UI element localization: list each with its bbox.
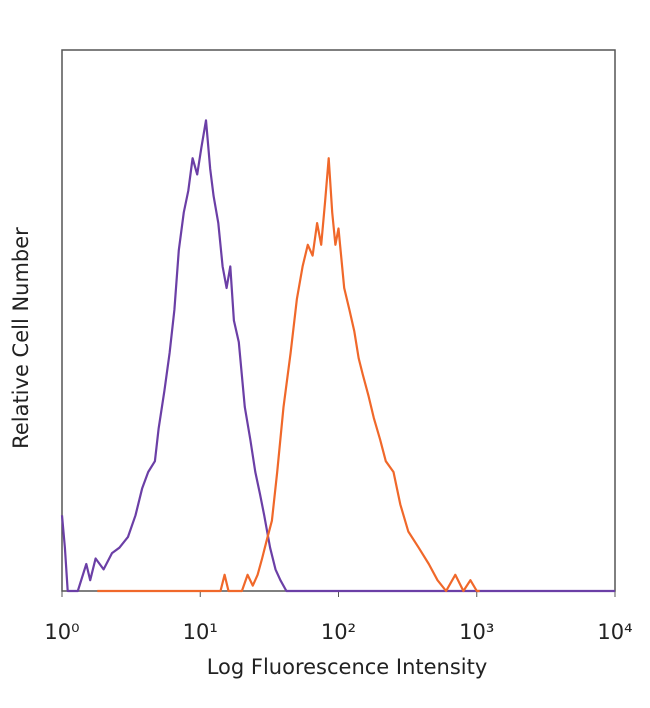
plot-frame — [61, 49, 616, 592]
histogram-line — [97, 157, 480, 593]
histogram-line — [60, 119, 615, 593]
y-axis-label: Relative Cell Number — [9, 227, 33, 449]
x-tick-label: 10⁰ — [44, 620, 79, 644]
x-axis-label: Log Fluorescence Intensity — [207, 655, 488, 679]
x-tick-label: 10² — [321, 620, 356, 644]
x-tick-label: 10⁴ — [597, 620, 632, 644]
x-tick-label: 10¹ — [183, 620, 218, 644]
x-tick-label: 10³ — [459, 620, 494, 644]
